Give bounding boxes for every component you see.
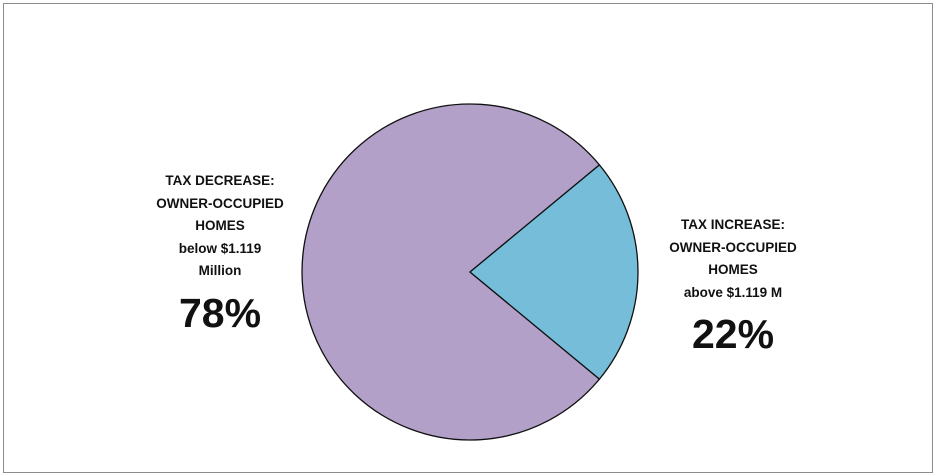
label-line: HOMES <box>195 218 245 233</box>
label-line: below $1.119 <box>178 240 262 256</box>
label-line: OWNER-OCCUPIED <box>669 239 797 255</box>
label-line: Million <box>198 263 242 278</box>
pie-slice-tax-increase <box>469 164 639 380</box>
label-line: HOMES <box>708 262 758 277</box>
pie-slice-tax-decrease <box>301 103 601 441</box>
label-line: OWNER-OCCUPIED <box>156 195 284 211</box>
slice-label-tax-decrease: TAX DECREASE: OWNER-OCCUPIED HOMES below… <box>135 170 305 337</box>
slice-percent-tax-decrease: 78% <box>178 289 262 336</box>
label-line: above $1.119 M <box>683 284 783 300</box>
slice-label-tax-increase: TAX INCREASE: OWNER-OCCUPIED HOMES above… <box>648 214 818 358</box>
slice-percent-tax-increase: 22% <box>691 311 775 357</box>
label-line: TAX DECREASE: <box>165 173 275 188</box>
label-line: TAX INCREASE: <box>680 217 785 232</box>
